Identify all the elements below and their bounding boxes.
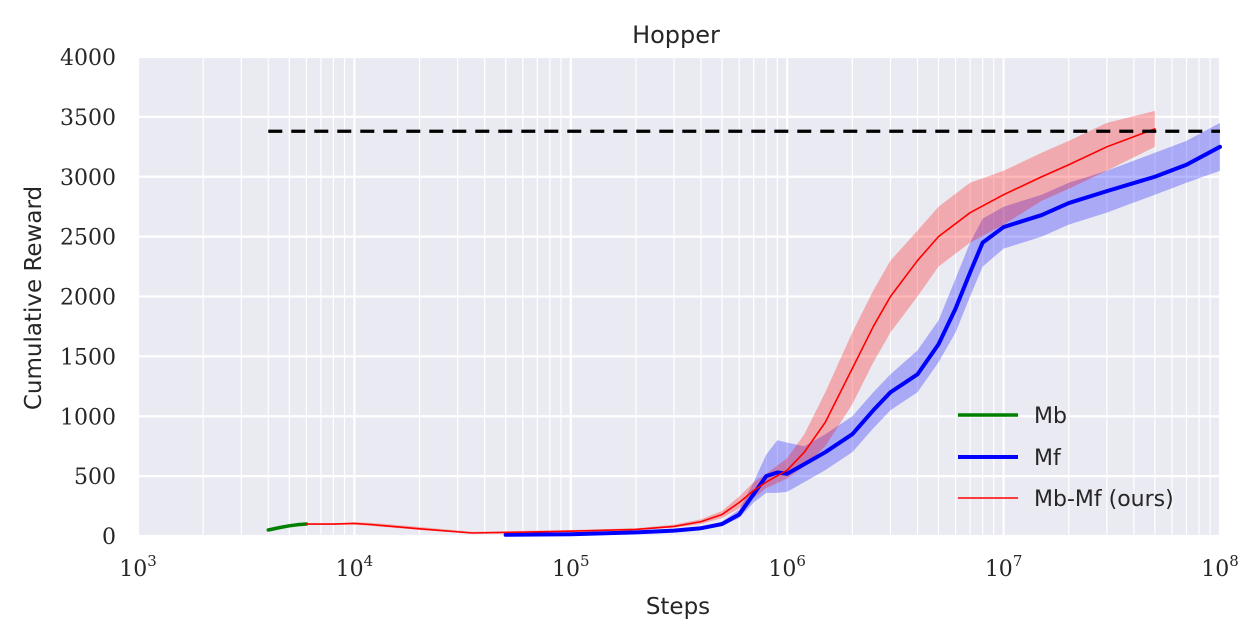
x-tick-label: 105 bbox=[552, 552, 590, 582]
x-axis-label: Steps bbox=[646, 594, 710, 620]
y-tick-label: 2500 bbox=[60, 226, 116, 251]
legend-label-mb: Mb bbox=[1034, 404, 1067, 429]
chart-title: Hopper bbox=[632, 21, 720, 49]
x-tick-label: 103 bbox=[119, 552, 157, 582]
x-tick-labels: 103 104 105 106 107 108 bbox=[119, 552, 1239, 582]
y-tick-label: 1000 bbox=[60, 405, 116, 430]
y-tick-label: 0 bbox=[102, 525, 116, 550]
major-gridlines bbox=[136, 55, 1222, 538]
y-tick-label: 2000 bbox=[60, 286, 116, 311]
y-tick-label: 3500 bbox=[60, 106, 116, 131]
series-lines bbox=[266, 128, 1222, 537]
x-tick-label: 104 bbox=[336, 552, 374, 582]
x-tick-label: 108 bbox=[1201, 552, 1239, 582]
band-mb-mf-ours- bbox=[306, 110, 1155, 534]
y-axis-label: Cumulative Reward bbox=[21, 186, 47, 410]
y-tick-label: 4000 bbox=[60, 46, 116, 71]
y-tick-labels: 0 500 1000 1500 2000 2500 3000 3500 4000 bbox=[60, 46, 116, 550]
legend-label-mf: Mf bbox=[1034, 446, 1062, 471]
y-tick-label: 500 bbox=[74, 465, 116, 490]
x-tick-label: 107 bbox=[985, 552, 1023, 582]
legend-label-mb-mf-ours-: Mb-Mf (ours) bbox=[1034, 487, 1174, 512]
series-line-mb-mf-ours- bbox=[305, 128, 1156, 534]
legend: Mb Mf Mb-Mf (ours) bbox=[958, 404, 1174, 512]
y-tick-label: 3000 bbox=[60, 166, 116, 191]
x-tick-label: 106 bbox=[768, 552, 806, 582]
y-tick-label: 1500 bbox=[60, 345, 116, 370]
series-line-mf bbox=[503, 144, 1222, 537]
series-line-mb bbox=[266, 522, 309, 532]
band-mf bbox=[505, 122, 1220, 536]
